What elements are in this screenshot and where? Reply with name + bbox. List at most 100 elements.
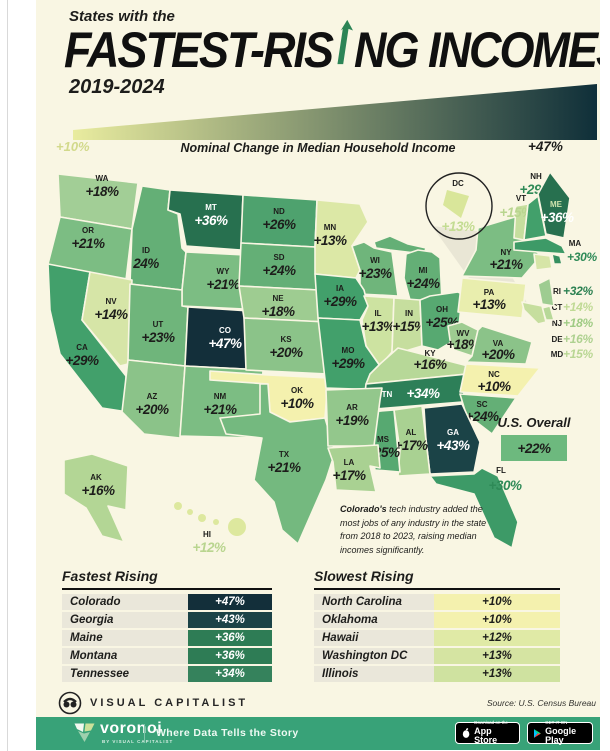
state-abbr: OK <box>291 386 303 395</box>
state-shape <box>521 301 547 325</box>
state-abbr: MI <box>419 266 428 275</box>
state-abbr: GA <box>447 428 459 437</box>
state-abbr: MT <box>205 203 217 212</box>
state-abbr: IN <box>405 309 413 318</box>
state-value: +43% <box>437 438 470 453</box>
state-value: +15% <box>393 319 426 334</box>
slowest-rising-table: Slowest Rising North Carolina +10% Oklaho… <box>314 568 560 684</box>
state-WV: WV +18% <box>447 321 480 357</box>
page-left-border <box>7 0 8 751</box>
us-overall-label: U.S. Overall <box>498 415 571 430</box>
state-abbr: HI <box>203 530 211 539</box>
badge-line1: Download on the <box>474 720 508 726</box>
state-UT: UT +23% <box>127 283 189 367</box>
row-state: Georgia <box>62 612 188 628</box>
state-value: +36% <box>195 213 228 228</box>
state-shape <box>213 519 219 525</box>
us-overall-box <box>501 435 567 461</box>
state-MT: MT +36% <box>167 189 244 251</box>
state-abbr: IA <box>336 284 344 293</box>
state-abbr: WI <box>370 256 380 265</box>
colorado-annotation: Colorado's tech industry added the most … <box>340 503 490 557</box>
voronoi-byline: BY VISUAL CAPITALIST <box>102 739 174 744</box>
table-title: Fastest Rising <box>62 568 272 590</box>
state-value: +21% <box>490 257 523 272</box>
table-row: Colorado +47% <box>62 594 272 610</box>
row-state: Illinois <box>314 666 434 682</box>
state-VA: VA +20% <box>465 325 533 365</box>
row-value: +36% <box>188 648 272 664</box>
legend-gradient-wedge <box>73 84 597 140</box>
state-MO: MO +29% <box>317 317 387 391</box>
divider <box>144 724 145 743</box>
badge-line1: GET IT ON <box>545 720 568 726</box>
state-value: +29% <box>324 294 357 309</box>
row-value: +47% <box>188 594 272 610</box>
state-abbr: CO <box>219 326 231 335</box>
table-row: Montana +36% <box>62 648 272 664</box>
state-shape <box>533 253 553 271</box>
table-row: Maine +36% <box>62 630 272 646</box>
app-store-badge[interactable]: Download on the App Store <box>455 720 520 744</box>
state-shape <box>198 514 206 522</box>
state-shape <box>537 277 555 307</box>
state-shape <box>403 249 443 303</box>
fastest-rising-table: Fastest Rising Colorado +47% Georgia +43% … <box>62 568 272 684</box>
state-abbr: VA <box>493 339 504 348</box>
years-subtitle: 2019-2024 <box>69 76 165 98</box>
legend-min-label: +10% <box>56 139 90 154</box>
annotation-text: tech industry added the most jobs of any… <box>340 504 487 555</box>
state-abbr: SD <box>273 253 284 262</box>
state-abbr: OH <box>436 305 448 314</box>
state-value: +16% <box>414 357 447 372</box>
kicker-text: States with the <box>69 8 175 25</box>
state-value: +20% <box>482 347 515 362</box>
state-abbr: AK <box>90 473 102 482</box>
badge-line2: Google Play <box>545 725 577 745</box>
state-TX: TX +21% <box>219 383 336 545</box>
state-shape <box>187 509 193 515</box>
state-AL: AL +17% <box>393 405 431 477</box>
state-value: +21% <box>204 402 237 417</box>
state-abbr: CT <box>552 303 563 312</box>
row-value: +34% <box>188 666 272 682</box>
state-shape <box>465 325 533 365</box>
state-abbr: MN <box>324 223 337 232</box>
state-abbr: IL <box>374 309 381 318</box>
state-NY: NY +21% <box>461 215 543 279</box>
rising-arrow-icon <box>335 15 354 69</box>
voronoi-tagline: Where Data Tells the Story <box>156 727 299 739</box>
row-state: Washington DC <box>314 648 434 664</box>
state-value: +19% <box>336 413 369 428</box>
state-WA: WA +18% <box>57 173 139 230</box>
state-value: +24% <box>407 276 440 291</box>
state-abbr: WA <box>96 174 109 183</box>
state-value: +30% <box>567 250 597 264</box>
state-shape <box>81 271 133 367</box>
apple-icon <box>462 728 470 738</box>
state-value: +18% <box>447 337 480 352</box>
state-abbr: DE <box>551 335 563 344</box>
state-abbr: TX <box>279 450 290 459</box>
state-PA: PA +13% <box>457 277 527 319</box>
state-abbr: KY <box>424 349 436 358</box>
state-shape <box>523 195 547 241</box>
state-abbr: MO <box>342 346 355 355</box>
state-HI: HI +12% <box>174 502 246 555</box>
state-value: +13% <box>442 219 475 234</box>
state-value: +10% <box>281 396 314 411</box>
infographic: States with the FASTEST-RIS NG INCOMES 2… <box>36 0 600 717</box>
annotation-lead: Colorado's <box>340 504 387 514</box>
row-value: +36% <box>188 630 272 646</box>
table-title: Slowest Rising <box>314 568 560 590</box>
google-play-badge[interactable]: GET IT ON Google Play <box>527 720 593 745</box>
state-AR: AR +19% <box>325 387 383 447</box>
state-shape <box>351 241 399 297</box>
state-shape <box>121 359 186 439</box>
state-abbr: PA <box>484 288 495 297</box>
state-value: +18% <box>86 184 119 199</box>
state-value: +24% <box>263 263 296 278</box>
legend-caption: Nominal Change in Median Household Incom… <box>180 141 456 155</box>
state-value: +26% <box>263 217 296 232</box>
state-abbr: NM <box>214 392 227 401</box>
